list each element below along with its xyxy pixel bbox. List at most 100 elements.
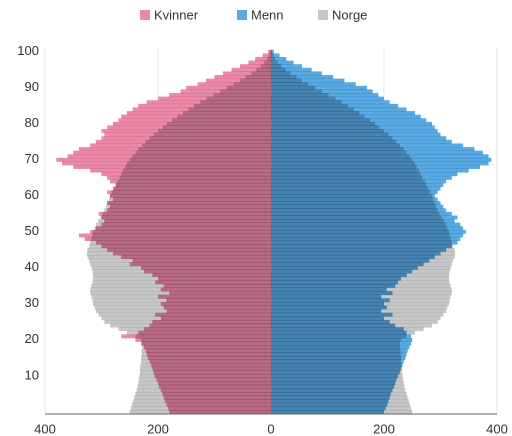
- bar: [154, 374, 271, 378]
- bar: [271, 356, 406, 360]
- bar: [271, 384, 395, 389]
- bar: [104, 132, 271, 137]
- bar: [248, 60, 271, 65]
- bar: [107, 125, 272, 130]
- bar: [163, 283, 271, 288]
- bar: [271, 89, 373, 94]
- bar: [143, 269, 271, 274]
- bar: [146, 352, 271, 357]
- legend-swatch: [318, 10, 328, 20]
- bar: [271, 258, 430, 263]
- y-tick-label: 20: [25, 331, 39, 346]
- bar: [271, 183, 444, 187]
- bar: [180, 89, 271, 94]
- bar: [169, 93, 271, 97]
- bar: [78, 233, 272, 238]
- bar: [95, 240, 271, 245]
- legend-label: Menn: [251, 7, 284, 22]
- bar: [271, 402, 388, 407]
- bar: [271, 265, 418, 270]
- bar: [271, 125, 435, 130]
- bar: [155, 280, 271, 285]
- bar: [271, 82, 356, 87]
- bar: [164, 399, 271, 404]
- bar: [126, 111, 271, 115]
- bar: [112, 251, 271, 256]
- bar: [271, 381, 396, 386]
- bar: [197, 82, 271, 87]
- bar: [159, 384, 271, 389]
- bar: [271, 132, 441, 137]
- bar: [271, 237, 461, 242]
- bar: [107, 190, 272, 195]
- bar: [271, 219, 455, 224]
- bar: [107, 175, 272, 180]
- bar: [206, 78, 271, 83]
- bar: [271, 147, 475, 151]
- bar: [145, 348, 271, 353]
- bar: [104, 219, 271, 224]
- bar: [271, 244, 452, 249]
- y-tick-label: 80: [25, 115, 39, 130]
- bar: [271, 211, 452, 216]
- y-tick-label: 90: [25, 79, 39, 94]
- bar: [98, 211, 271, 216]
- bar: [151, 363, 271, 368]
- bar: [109, 204, 271, 209]
- bar: [271, 111, 416, 115]
- bar: [222, 71, 271, 76]
- bar: [160, 316, 271, 321]
- bar: [158, 381, 271, 386]
- bar: [95, 226, 271, 231]
- bar: [160, 388, 271, 393]
- y-tick-label: 30: [25, 295, 39, 310]
- bar: [262, 53, 271, 58]
- bar: [158, 294, 271, 299]
- bar: [163, 395, 271, 400]
- bar: [271, 49, 274, 54]
- bar: [271, 359, 404, 364]
- bar: [271, 161, 489, 166]
- bar: [95, 139, 271, 144]
- bar: [271, 143, 464, 148]
- bar: [168, 406, 271, 411]
- bar: [271, 319, 390, 324]
- bar: [115, 183, 271, 187]
- bar: [112, 121, 271, 126]
- x-tick-label: 0: [267, 421, 274, 436]
- bar: [90, 143, 271, 148]
- bar: [163, 305, 271, 310]
- bar: [271, 298, 390, 303]
- bar: [78, 147, 272, 151]
- bar: [146, 100, 271, 105]
- bar: [121, 255, 272, 260]
- bar: [271, 291, 393, 296]
- bar: [271, 129, 438, 133]
- bar: [121, 334, 272, 339]
- bar: [271, 345, 410, 350]
- y-tick-label: 40: [25, 259, 39, 274]
- bar: [138, 103, 271, 108]
- bar: [271, 172, 458, 177]
- bar: [271, 348, 408, 353]
- bar: [271, 201, 441, 206]
- bar: [107, 201, 272, 206]
- x-tick-label: 400: [486, 421, 508, 436]
- bar: [271, 64, 303, 69]
- bar: [271, 406, 386, 411]
- bar: [141, 341, 271, 346]
- bar: [186, 85, 271, 90]
- bar: [271, 399, 389, 404]
- bar: [271, 204, 444, 209]
- bar: [271, 330, 407, 335]
- bar: [271, 114, 421, 119]
- bar: [271, 233, 464, 238]
- bar: [101, 222, 271, 227]
- bar: [271, 309, 382, 314]
- bar: [109, 179, 271, 184]
- bar: [239, 64, 271, 69]
- bar: [149, 323, 271, 328]
- bar: [166, 309, 271, 314]
- bar: [271, 305, 387, 310]
